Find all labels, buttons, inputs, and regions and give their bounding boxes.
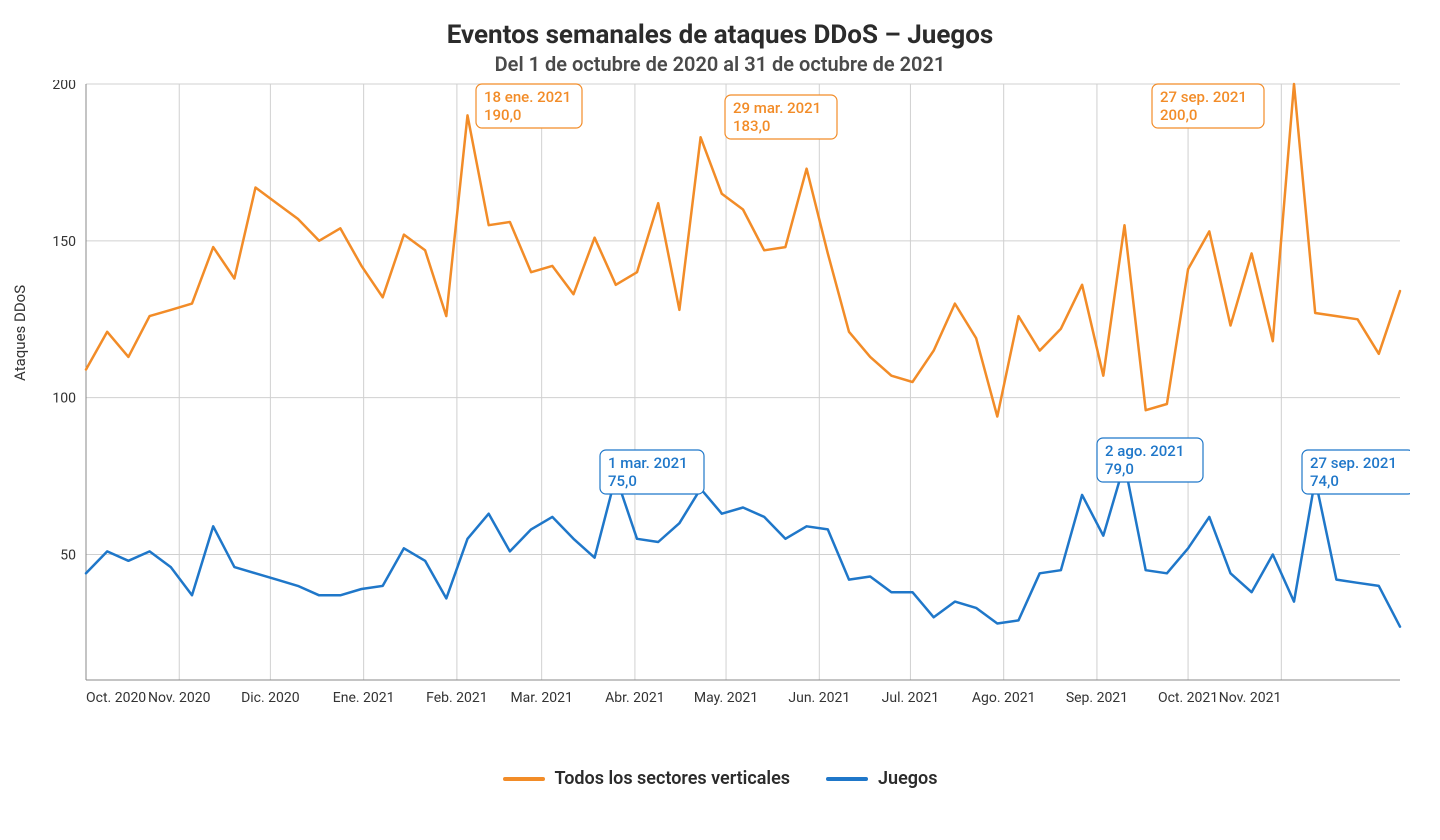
x-tick-label: Ago. 2021: [972, 690, 1036, 706]
x-tick-label: Mar. 2021: [510, 690, 572, 706]
annotation-date: 29 mar. 2021: [733, 99, 821, 117]
x-tick-label: Dic. 2020: [241, 690, 300, 706]
chart-subtitle: Del 1 de octubre de 2020 al 31 de octubr…: [30, 52, 1410, 76]
annotation-value: 190,0: [484, 106, 521, 124]
legend-item-all: Todos los sectores verticales: [503, 768, 790, 789]
annotation-value: 74,0: [1310, 472, 1339, 490]
annotation-value: 79,0: [1105, 460, 1134, 478]
x-tick-label: Oct. 2021: [1158, 690, 1218, 706]
title-block: Eventos semanales de ataques DDoS – Jueg…: [30, 20, 1410, 76]
x-tick-label: Nov. 2021: [1219, 690, 1282, 706]
annotation-value: 200,0: [1160, 106, 1197, 124]
annotation-date: 2 ago. 2021: [1105, 442, 1184, 460]
y-tick-label: 200: [52, 80, 76, 93]
x-tick-label: Jul. 2021: [882, 690, 939, 706]
x-tick-label: Ene. 2021: [333, 690, 395, 706]
x-tick-label: May. 2021: [694, 690, 758, 706]
x-tick-label: Abr. 2021: [605, 690, 665, 706]
y-axis-label: Ataques DDoS: [11, 285, 29, 381]
annotation-date: 27 sep. 2021: [1160, 88, 1247, 106]
x-tick-label: Oct. 2020: [86, 690, 146, 706]
x-tick-label: Feb. 2021: [426, 690, 488, 706]
line-chart: 50 100 150 200 Oct. 2020Nov. 2020 Dic. 2020 En…: [30, 80, 1410, 720]
annotation-date: 18 ene. 2021: [484, 88, 571, 106]
legend-label: Juegos: [878, 768, 937, 789]
annotation-value: 75,0: [608, 472, 637, 490]
legend-label: Todos los sectores verticales: [555, 768, 790, 789]
x-tick-label: Sep. 2021: [1066, 690, 1128, 706]
legend-item-games: Juegos: [826, 768, 937, 789]
y-tick-label: 50: [60, 548, 76, 564]
series-line: [86, 464, 1400, 627]
legend: Todos los sectores verticales Juegos: [30, 768, 1410, 789]
legend-swatch: [503, 777, 545, 781]
chart-container: Eventos semanales de ataques DDoS – Jueg…: [0, 0, 1440, 840]
annotation-date: 1 mar. 2021: [608, 454, 688, 472]
x-tick-label: Jun. 2021: [788, 690, 850, 706]
x-tick-label: Nov. 2020: [148, 690, 211, 706]
annotation-value: 183,0: [733, 117, 770, 135]
y-tick-label: 100: [52, 391, 76, 407]
plot-wrapper: Ataques DDoS 50100150200Oct. 2020Nov. 20…: [30, 80, 1410, 760]
legend-swatch: [826, 777, 868, 781]
annotation-date: 27 sep. 2021: [1310, 454, 1397, 472]
chart-title: Eventos semanales de ataques DDoS – Jueg…: [30, 20, 1410, 50]
y-tick-label: 150: [52, 234, 76, 250]
